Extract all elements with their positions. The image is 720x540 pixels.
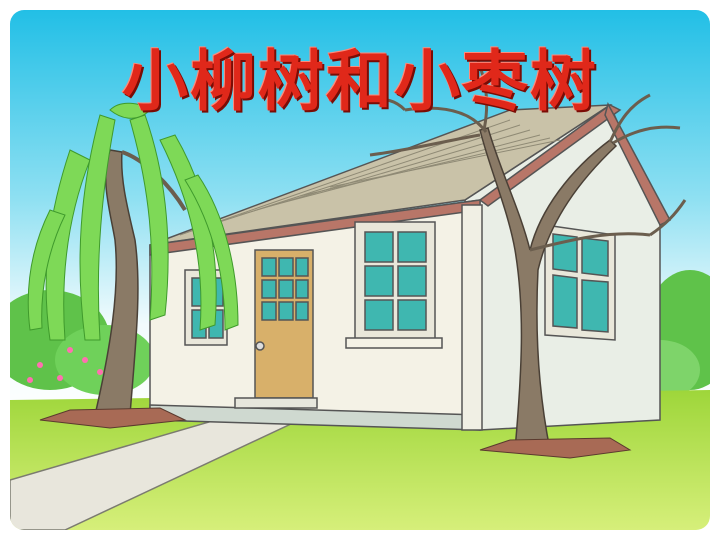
illustration-scene bbox=[10, 10, 710, 530]
house-icon bbox=[149, 101, 672, 431]
jujube-base bbox=[479, 437, 632, 459]
scene-svg bbox=[10, 10, 710, 530]
willow-tree-icon bbox=[27, 102, 239, 416]
page-title: 小柳树和小枣树 bbox=[122, 43, 598, 120]
willow-base bbox=[39, 407, 187, 429]
jujube-tree-icon bbox=[369, 59, 687, 451]
